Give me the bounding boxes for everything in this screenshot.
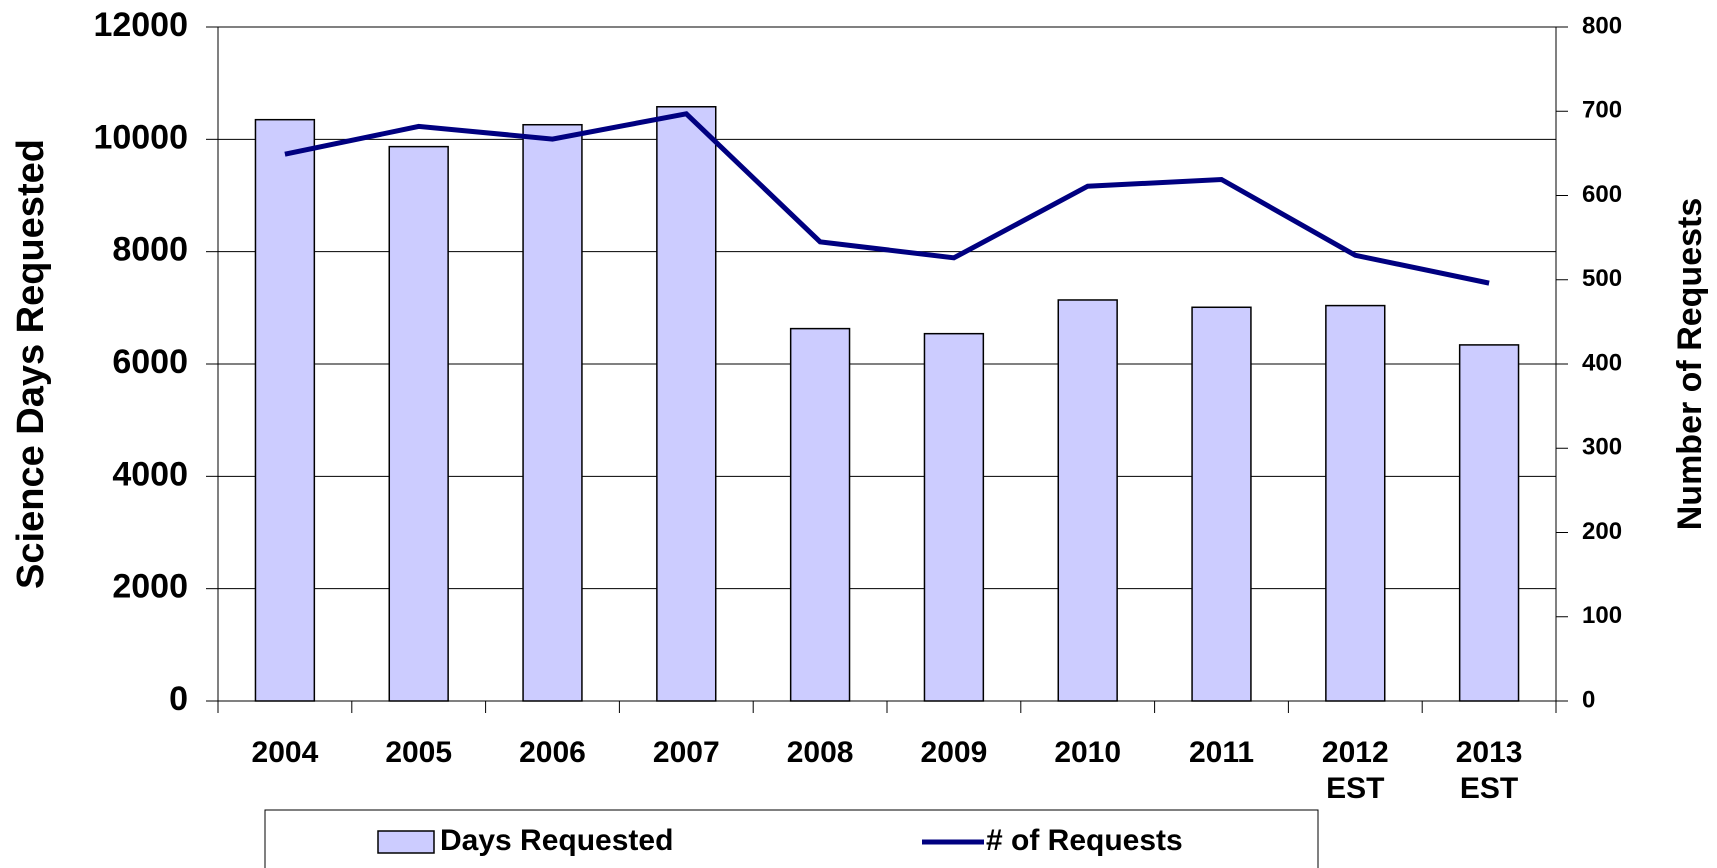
bar bbox=[789, 327, 851, 702]
y-tick-label: 0 bbox=[169, 680, 188, 718]
x-tick-label: 2012 EST bbox=[1321, 736, 1389, 805]
bar bbox=[254, 118, 316, 702]
y2-tick-label: 300 bbox=[1582, 434, 1622, 461]
legend-label: Days Requested bbox=[440, 824, 673, 857]
bar bbox=[1325, 304, 1386, 702]
x-tick-label: 2011 bbox=[1188, 736, 1255, 769]
bar bbox=[522, 123, 583, 702]
y2-tick-label: 400 bbox=[1582, 349, 1622, 376]
x-tick-label: 2005 bbox=[385, 736, 453, 769]
line bbox=[284, 111, 1490, 286]
y2-tick-label: 700 bbox=[1582, 97, 1622, 124]
x-tick-label: 2004 bbox=[251, 736, 319, 769]
y-tick-label: 8000 bbox=[112, 231, 188, 269]
y-tick-label: 2000 bbox=[112, 568, 188, 606]
x-tick-label: 2009 bbox=[920, 736, 988, 769]
y2-tick-label: 200 bbox=[1582, 518, 1622, 545]
y-tick-label: 10000 bbox=[93, 118, 188, 156]
y-tick-label: 4000 bbox=[112, 455, 188, 493]
x-tick-label: 2008 bbox=[786, 736, 854, 769]
x-tick-label: 2006 bbox=[519, 736, 586, 769]
x-tick-label: 2010 bbox=[1054, 736, 1122, 769]
y2-tick-label: 800 bbox=[1582, 12, 1622, 39]
bar bbox=[1191, 306, 1252, 702]
y2-tick-label: 600 bbox=[1582, 181, 1622, 208]
bar bbox=[923, 332, 985, 702]
y2-tick-label: 100 bbox=[1582, 602, 1622, 629]
bar bbox=[656, 106, 717, 702]
legend-swatch bbox=[377, 830, 435, 854]
y-tick-label: 6000 bbox=[112, 343, 188, 381]
legend-box bbox=[264, 809, 1319, 868]
x-tick-label: 2007 bbox=[652, 736, 720, 769]
bar bbox=[1057, 299, 1118, 702]
x-tick-label: 2013 EST bbox=[1455, 736, 1523, 805]
bar bbox=[1458, 344, 1520, 702]
bar bbox=[388, 145, 449, 702]
legend-label: # of Requests bbox=[986, 824, 1183, 857]
y2-tick-label: 500 bbox=[1582, 265, 1622, 292]
y2-axis-title: Number of Requests bbox=[1671, 198, 1709, 531]
y-axis-title: Science Days Requested bbox=[10, 139, 52, 589]
y2-tick-label: 0 bbox=[1582, 686, 1595, 713]
y-tick-label: 12000 bbox=[93, 6, 188, 44]
